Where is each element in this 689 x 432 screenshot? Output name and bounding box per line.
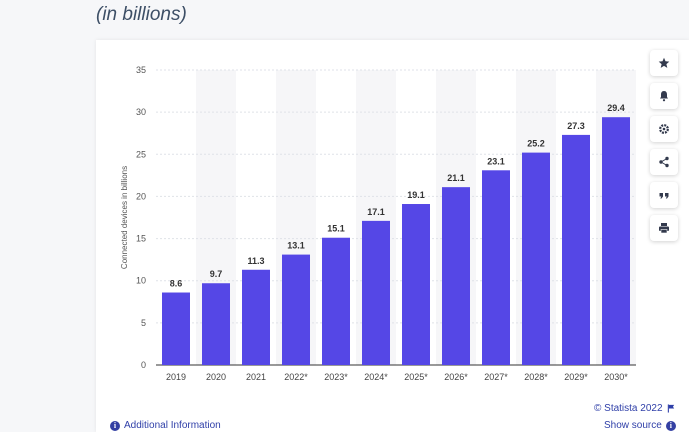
- y-tick-label: 30: [136, 107, 146, 117]
- bar[interactable]: [442, 187, 470, 365]
- data-label: 8.6: [170, 279, 183, 289]
- copyright-text: © Statista 2022: [594, 403, 663, 414]
- show-source-link[interactable]: Show source i: [604, 420, 676, 431]
- bar[interactable]: [202, 283, 230, 365]
- chart-card: 0 5 10 15 20 25 30 35 8.6 2019 9.7 2020 11.3 2021 13.1…: [96, 40, 689, 432]
- copyright-notice: © Statista 2022: [594, 403, 676, 414]
- bar[interactable]: [162, 292, 190, 365]
- x-tick-label: 2023*: [324, 372, 348, 382]
- data-label: 11.3: [247, 256, 264, 266]
- bar-chart: 0 5 10 15 20 25 30 35 8.6 2019 9.7 2020 11.3 2021 13.1…: [120, 65, 636, 382]
- data-label: 15.1: [327, 224, 345, 234]
- x-tick-label: 2030*: [604, 372, 628, 382]
- info-icon: i: [665, 420, 676, 431]
- data-label: 17.1: [367, 207, 385, 217]
- x-tick-label: 2022*: [284, 372, 308, 382]
- print-icon: [659, 223, 669, 234]
- y-tick-label: 25: [136, 149, 146, 159]
- x-tick-label: 2026*: [444, 372, 468, 382]
- data-label: 21.1: [447, 173, 465, 183]
- data-label: 25.2: [527, 139, 545, 149]
- x-tick-label: 2020: [206, 372, 226, 382]
- additional-info-link[interactable]: i Additional Information: [110, 420, 221, 431]
- data-label: 29.4: [607, 103, 625, 113]
- notification-button[interactable]: [650, 83, 678, 109]
- y-tick-label: 0: [141, 360, 146, 370]
- additional-info-label: Additional Information: [124, 420, 221, 431]
- data-label: 13.1: [287, 241, 305, 251]
- print-button[interactable]: [650, 215, 678, 241]
- data-label: 27.3: [567, 121, 585, 131]
- show-source-label: Show source: [604, 420, 662, 431]
- quote-icon: [659, 193, 669, 199]
- y-tick-label: 5: [141, 318, 146, 328]
- bar[interactable]: [482, 170, 510, 365]
- bar[interactable]: [282, 254, 310, 365]
- gear-icon: [659, 124, 669, 134]
- bell-icon: [660, 91, 668, 102]
- x-tick-label: 2028*: [524, 372, 548, 382]
- bar[interactable]: [522, 152, 550, 365]
- bar[interactable]: [322, 237, 350, 365]
- data-label: 9.7: [210, 269, 223, 279]
- y-tick-label: 15: [136, 234, 146, 244]
- bookmark-button[interactable]: [650, 50, 678, 76]
- y-tick-label: 35: [136, 65, 146, 75]
- x-tick-label: 2029*: [564, 372, 588, 382]
- chart-subtitle: (in billions): [96, 4, 187, 25]
- info-icon: i: [110, 420, 120, 431]
- bar[interactable]: [402, 204, 430, 365]
- star-icon: [658, 57, 670, 68]
- data-label: 19.1: [407, 190, 425, 200]
- x-tick-label: 2024*: [364, 372, 388, 382]
- bar[interactable]: [242, 269, 270, 365]
- data-label: 23.1: [487, 156, 505, 166]
- bar[interactable]: [362, 220, 390, 365]
- bar[interactable]: [562, 134, 590, 365]
- y-tick-label: 10: [136, 276, 146, 286]
- y-tick-label: 20: [136, 191, 146, 201]
- flag-icon: [667, 404, 674, 413]
- share-icon: [659, 156, 669, 168]
- share-button[interactable]: [650, 149, 678, 175]
- settings-button[interactable]: [650, 116, 678, 142]
- x-tick-label: 2025*: [404, 372, 428, 382]
- y-axis-label: Connected devices in billions: [120, 166, 129, 269]
- cite-button[interactable]: [650, 182, 678, 208]
- x-tick-label: 2021: [246, 372, 266, 382]
- x-tick-label: 2027*: [484, 372, 508, 382]
- x-tick-label: 2019: [166, 372, 186, 382]
- bar[interactable]: [602, 117, 630, 365]
